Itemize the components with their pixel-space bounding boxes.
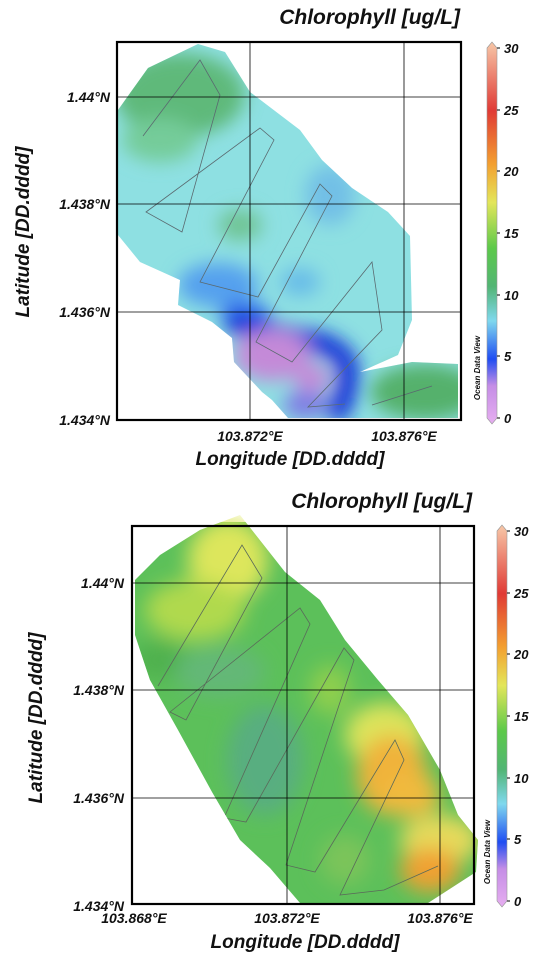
panel-2-ytick-1: 1.44°N <box>81 575 125 591</box>
panel-2-cb-tick-5: 5 <box>514 832 522 847</box>
panel-1-ytick-2: 1.438°N <box>59 196 111 212</box>
panel-2-cb-tick-25: 25 <box>513 586 529 601</box>
panel-1: Chlorophyll [ug/L] <box>13 6 519 470</box>
panel-2-cb-tick-20: 20 <box>513 647 529 662</box>
panel-2-grid <box>132 526 474 904</box>
panel-2-cb-tick-10: 10 <box>514 771 529 786</box>
panel-2-ytick-2: 1.438°N <box>73 682 125 698</box>
panel-2-xtick-1: 103.868°E <box>101 910 167 926</box>
panel-2-colorbar: 30 25 20 15 10 5 0 <box>496 524 529 909</box>
panel-1-cb-tick-10: 10 <box>504 288 519 303</box>
panel-1-cb-tick-0: 0 <box>504 411 512 426</box>
panel-2-cb-tick-15: 15 <box>514 709 529 724</box>
panel-1-grid <box>117 42 461 420</box>
panel-1-xlabel: Longitude [DD.dddd] <box>196 449 386 470</box>
panel-2-title: Chlorophyll [ug/L] <box>291 490 473 513</box>
panel-2-ytick-4: 1.434°N <box>73 898 125 914</box>
panel-1-ytick-1: 1.44°N <box>67 89 111 105</box>
panel-1-ylabel: Latitude [DD.dddd] <box>13 146 34 318</box>
panel-1-chlorophyll-field <box>118 44 458 418</box>
panel-1-cb-tick-20: 20 <box>503 164 519 179</box>
panel-2-frame <box>130 524 476 906</box>
panel-1-ytick-4: 1.434°N <box>59 412 111 428</box>
panel-2-watermark: Ocean Data View <box>483 819 492 884</box>
panel-1-cb-tick-30: 30 <box>504 41 519 56</box>
panel-1-xtick-2: 103.876°E <box>371 428 437 444</box>
panel-2-xlabel: Longitude [DD.dddd] <box>211 932 401 953</box>
panel-1-xtick-1: 103.872°E <box>217 428 283 444</box>
panel-2-cb-tick-0: 0 <box>514 894 522 909</box>
panel-1-title: Chlorophyll [ug/L] <box>279 6 461 29</box>
panel-2-ylabel: Latitude [DD.dddd] <box>26 632 47 804</box>
panel-1-colorbar: 30 25 20 15 10 5 0 <box>486 41 519 426</box>
panel-1-cb-tick-5: 5 <box>504 349 512 364</box>
panel-1-frame <box>115 40 463 422</box>
panel-2: Chlorophyll [ug/L] <box>26 490 529 953</box>
panel-1-cb-tick-25: 25 <box>503 103 519 118</box>
panel-1-watermark: Ocean Data View <box>473 335 482 400</box>
panel-2-xtick-3: 103.876°E <box>407 910 473 926</box>
panel-2-cb-tick-30: 30 <box>514 524 529 539</box>
panel-1-cb-tick-15: 15 <box>504 226 519 241</box>
panel-2-ytick-3: 1.436°N <box>73 790 125 806</box>
panel-1-ytick-3: 1.436°N <box>59 304 111 320</box>
panel-2-xtick-2: 103.872°E <box>254 910 320 926</box>
panel-2-chlorophyll-field <box>135 518 478 903</box>
